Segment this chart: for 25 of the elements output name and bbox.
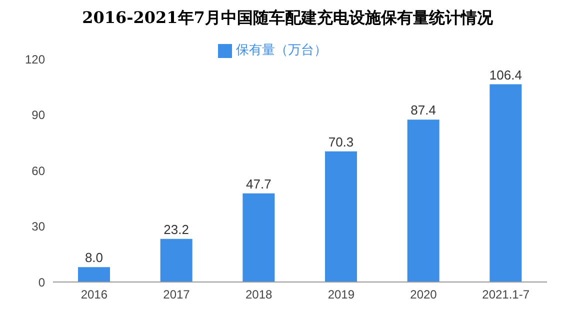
- data-label: 87.4: [410, 102, 436, 118]
- y-tick-label: 0: [38, 275, 46, 290]
- data-label: 8.0: [84, 250, 104, 266]
- x-tick-label: 2021.1-7: [482, 288, 530, 302]
- x-tick-label: 2018: [245, 288, 273, 302]
- x-tick-label: 2017: [163, 288, 190, 302]
- y-tick-label: 30: [32, 220, 46, 234]
- data-label: 106.4: [489, 67, 522, 82]
- data-label: 47.7: [246, 176, 272, 192]
- bar: [160, 238, 192, 282]
- legend-label: 保有量（万台）: [236, 42, 327, 57]
- y-tick-label: 60: [32, 164, 46, 178]
- bar: [242, 193, 275, 282]
- bar: [490, 84, 522, 282]
- x-tick-label: 2020: [410, 288, 438, 302]
- x-tick-label: 2019: [328, 288, 355, 302]
- data-label: 23.2: [164, 222, 189, 237]
- x-tick-label: 2016: [80, 288, 108, 302]
- y-tick-label: 120: [24, 52, 46, 66]
- bar: [407, 120, 440, 282]
- data-label: 70.3: [328, 134, 354, 150]
- bar: [78, 267, 110, 282]
- bar: [325, 151, 357, 282]
- chart-title: 2016-2021年7月中国随车配建充电设施保有量统计情况: [81, 8, 494, 29]
- y-tick-label: 90: [32, 108, 46, 122]
